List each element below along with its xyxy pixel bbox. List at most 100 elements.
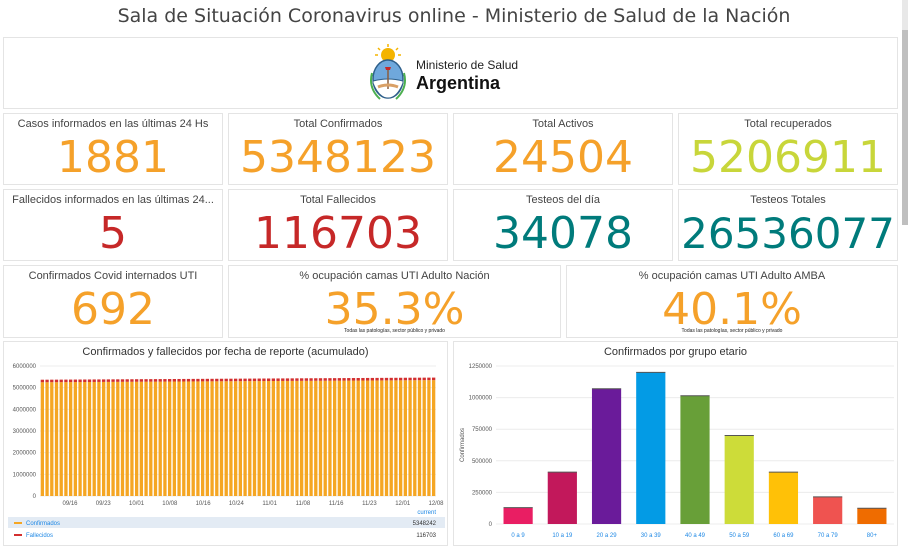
chart-title: Confirmados y fallecidos por fecha de re… — [82, 346, 369, 358]
scrollbar-thumb[interactable] — [902, 30, 908, 225]
bar-confirmados — [318, 380, 323, 496]
bar-fallecidos — [40, 379, 45, 383]
bar-fallecidos — [101, 379, 106, 382]
bar-confirmados — [370, 380, 375, 496]
kpi-label: Testeos del día — [526, 194, 600, 206]
x-tick-label: 09/23 — [96, 501, 112, 507]
kpi-testeos-dia: Testeos del día 34078 — [453, 189, 673, 261]
bar-fallecidos — [54, 379, 59, 383]
kpi-label: Total recuperados — [744, 118, 832, 130]
kpi-casos-24h: Casos informados en las últimas 24 Hs 18… — [3, 113, 223, 185]
scrollbar-track — [902, 0, 908, 30]
kpi-label: Fallecidos informados en las últimas 24.… — [12, 194, 214, 206]
bar-confirmados — [139, 381, 144, 496]
bar-confirmados — [309, 380, 313, 496]
chart-acumulado: 0 1000000 2000000 3000000 4000000 5000000 6000… — [8, 364, 445, 539]
bar-fallecidos — [219, 378, 224, 382]
bar-confirmados — [153, 381, 158, 496]
bar-fallecidos — [375, 377, 379, 381]
bar-confirmados — [248, 381, 252, 496]
bar-confirmados — [422, 380, 426, 496]
bar-confirmados — [40, 382, 45, 496]
bar-fallecidos — [196, 378, 200, 382]
bar-fallecidos — [431, 377, 436, 381]
kpi-value: 24504 — [493, 132, 633, 183]
x-tick-label: 50 a 59 — [729, 533, 750, 539]
bar-confirmados — [177, 381, 181, 496]
bar-fallecidos — [347, 378, 351, 381]
bar-fallecidos — [229, 378, 233, 382]
bar-confirmados — [116, 381, 120, 496]
bar-confirmados — [59, 382, 63, 496]
bar-fallecidos — [158, 379, 162, 382]
x-tick-label: 80+ — [867, 533, 878, 539]
bar-confirmados — [172, 381, 177, 496]
bar-confirmados — [332, 380, 337, 496]
bar-confirmados — [215, 381, 219, 496]
bar-fallecidos — [262, 378, 266, 382]
kpi-label: Casos informados en las últimas 24 Hs — [17, 118, 209, 130]
legend-series-name: Fallecidos — [26, 533, 53, 539]
bar-confirmados — [163, 381, 167, 496]
bar-fallecidos — [361, 377, 365, 381]
bar-fallecidos — [167, 379, 172, 382]
bar-fallecidos — [427, 377, 431, 381]
kpi-value: 26536077 — [681, 209, 895, 258]
kpi-label: Total Fallecidos — [300, 194, 376, 206]
bar-confirmados — [351, 380, 356, 496]
kpi-value: 116703 — [254, 208, 422, 259]
kpi-total-recuperados: Total recuperados 5206911 — [678, 113, 898, 185]
bar-confirmados — [262, 381, 266, 496]
bar-fallecidos — [408, 377, 412, 381]
bar-confirmados — [389, 380, 393, 496]
bar-fallecidos — [285, 378, 290, 381]
bar-fallecidos — [304, 378, 309, 381]
bar-fallecidos — [172, 379, 177, 382]
bar-fallecidos — [323, 378, 327, 381]
bar-confirmados — [337, 380, 342, 496]
bar-confirmados — [106, 381, 111, 496]
legend-row-highlight — [8, 517, 445, 528]
kpi-value: 40.1% — [662, 284, 802, 335]
bar-grupo-etario — [547, 472, 577, 524]
x-tick-label: 10 a 19 — [552, 533, 573, 539]
bar-fallecidos — [380, 377, 384, 381]
kpi-testeos-totales: Testeos Totales 26536077 — [678, 189, 898, 261]
x-tick-label: 12/01 — [395, 501, 411, 507]
bar-confirmados — [182, 381, 186, 496]
bar-confirmados — [167, 381, 172, 496]
bar-fallecidos — [299, 378, 304, 381]
bar-confirmados — [299, 380, 304, 496]
kpi-value: 5 — [99, 208, 127, 259]
bar-fallecidos — [266, 378, 271, 382]
bar-fallecidos — [290, 378, 294, 381]
bar-fallecidos — [97, 379, 101, 382]
bar-confirmados — [233, 381, 238, 496]
bar-fallecidos — [83, 379, 87, 383]
x-tick-label: 11/08 — [296, 501, 311, 507]
kpi-value: 35.3% — [324, 284, 465, 335]
bar-confirmados — [64, 382, 68, 496]
x-tick-label: 10/16 — [196, 501, 212, 507]
legend-swatch — [14, 522, 22, 524]
x-tick-label: 09/16 — [62, 501, 78, 507]
bar-confirmados — [229, 381, 233, 496]
legend-current-value: 116703 — [416, 533, 436, 539]
bar-confirmados — [125, 381, 129, 496]
bar-fallecidos — [59, 379, 63, 383]
bar-confirmados — [375, 380, 379, 496]
bar-fallecidos — [403, 377, 408, 381]
bar-fallecidos — [205, 378, 210, 382]
bar-grupo-etario — [503, 507, 533, 524]
legend-current-value: 5348242 — [413, 521, 437, 527]
y-tick-label: 4000000 — [13, 407, 37, 413]
kpi-total-activos: Total Activos 24504 — [453, 113, 673, 185]
bar-confirmados — [266, 381, 271, 496]
bar-confirmados — [134, 381, 139, 496]
x-tick-label: 11/23 — [362, 501, 377, 507]
bar-confirmados — [224, 381, 228, 496]
y-tick-label: 750000 — [472, 427, 493, 433]
bar-fallecidos — [182, 378, 186, 382]
bar-confirmados — [328, 380, 332, 496]
bar-fallecidos — [398, 377, 403, 381]
